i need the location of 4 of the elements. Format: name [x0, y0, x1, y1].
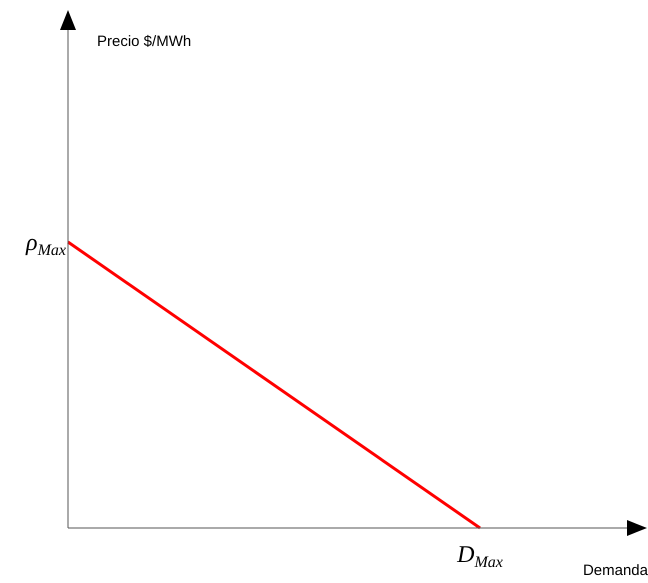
annotation: D$_{Max}$ — [456, 542, 503, 571]
text: Precio $/MWh — [97, 33, 192, 50]
text: ρ$_{Max}$ — [25, 230, 66, 259]
x-axis-title: Demanda — [582, 562, 648, 579]
